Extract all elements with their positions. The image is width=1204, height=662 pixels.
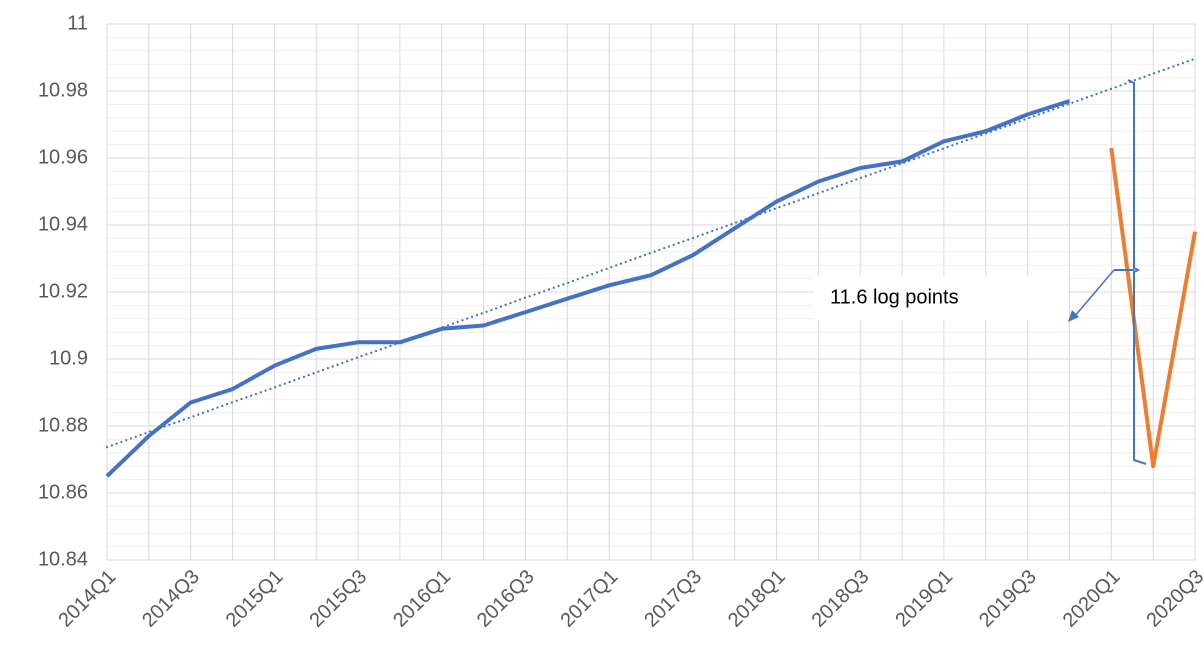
series-line xyxy=(1109,147,1197,469)
x-tick-label: 2020Q3 xyxy=(1142,566,1204,632)
x-tick-label: 2019Q3 xyxy=(975,566,1041,632)
annotation: 11.6 log points xyxy=(830,286,959,308)
x-tick-label: 2017Q3 xyxy=(640,566,706,632)
arrow-head xyxy=(1068,310,1079,322)
grid: 10.84 10.86 10.88 10.9 10.92 10.94 10.96 10.98 1… xyxy=(38,12,1204,631)
y-tick-label: 10.88 xyxy=(38,414,88,436)
x-tick-label: 2014Q1 xyxy=(54,566,120,632)
x-tick-label: 2016Q1 xyxy=(389,566,455,632)
x-tick-label: 2014Q3 xyxy=(138,566,204,632)
series-line xyxy=(105,99,1071,478)
y-tick-label: 10.96 xyxy=(38,146,88,168)
y-tick-label: 10.92 xyxy=(38,280,88,302)
annotation-box xyxy=(814,276,1068,320)
arrow-line xyxy=(1073,269,1115,318)
x-tick-label: 2020Q1 xyxy=(1059,566,1125,632)
x-tick-label: 2015Q1 xyxy=(222,566,288,632)
x-tick-label: 2018Q3 xyxy=(808,566,874,632)
y-tick-label: 10.84 xyxy=(38,548,88,570)
x-tick-label: 2015Q3 xyxy=(305,566,371,632)
y-tick-label: 10.98 xyxy=(38,79,88,101)
y-tick-label: 10.86 xyxy=(38,481,88,503)
x-tick-label: 2016Q3 xyxy=(473,566,539,632)
x-tick-label: 2017Q1 xyxy=(557,566,623,632)
y-tick-label: 11 xyxy=(67,12,88,34)
lines xyxy=(105,57,1197,478)
x-tick-label: 2018Q1 xyxy=(724,566,790,632)
y-tick-label: 10.94 xyxy=(38,213,88,235)
x-tick-label: 2019Q1 xyxy=(891,566,957,632)
bracket xyxy=(1127,79,1147,465)
y-tick-label: 10.9 xyxy=(49,347,88,369)
